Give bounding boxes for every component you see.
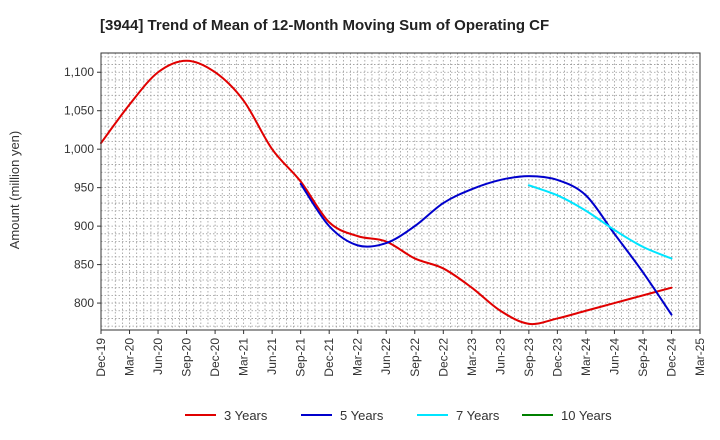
- x-tick-label: Dec-19: [94, 338, 108, 377]
- x-tick-label: Sep-21: [294, 338, 308, 377]
- x-tick-label: Mar-25: [693, 338, 707, 376]
- y-tick-label: 1,050: [64, 104, 94, 118]
- series-line-7-years: [527, 184, 673, 260]
- legend-label-3-years: 3 Years: [224, 408, 268, 423]
- series-line-3-years: [100, 59, 673, 326]
- x-tick-label: Dec-24: [664, 338, 678, 377]
- y-tick-label: 1,000: [64, 142, 94, 156]
- chart-title: [3944] Trend of Mean of 12-Month Moving …: [100, 17, 549, 34]
- x-tick-label: Mar-21: [237, 338, 251, 376]
- x-tick-label: Sep-24: [636, 338, 650, 377]
- x-tick-label: Mar-24: [579, 338, 593, 376]
- y-tick-label: 1,100: [64, 65, 94, 79]
- legend: 3 Years 5 Years 7 Years 10 Years: [185, 408, 612, 423]
- x-tick-label: Mar-22: [351, 338, 365, 376]
- x-tick-label: Sep-22: [408, 338, 422, 377]
- y-axis-ticks: 800 850 900 950 1,000 1,050 1,100: [64, 65, 101, 310]
- series-line-5-years: [299, 175, 673, 316]
- y-tick-label: 800: [74, 296, 94, 310]
- y-axis-label: Amount (million yen): [7, 131, 22, 250]
- y-tick-label: 900: [74, 219, 94, 233]
- y-tick-label: 850: [74, 258, 94, 272]
- x-tick-label: Jun-21: [265, 338, 279, 375]
- x-tick-label: Dec-21: [322, 338, 336, 377]
- x-tick-label: Mar-20: [123, 338, 137, 376]
- x-tick-label: Sep-20: [180, 338, 194, 377]
- x-tick-label: Dec-22: [436, 338, 450, 377]
- grid: [100, 53, 700, 330]
- legend-label-10-years: 10 Years: [561, 408, 612, 423]
- x-tick-label: Jun-24: [607, 338, 621, 375]
- x-tick-label: Sep-23: [522, 338, 536, 377]
- series-lines: [100, 59, 673, 326]
- legend-label-7-years: 7 Years: [456, 408, 500, 423]
- x-tick-label: Dec-20: [208, 338, 222, 377]
- x-tick-label: Jun-20: [151, 338, 165, 375]
- x-tick-label: Jun-23: [493, 338, 507, 375]
- x-tick-label: Jun-22: [379, 338, 393, 375]
- plot-area-frame: [100, 52, 701, 331]
- legend-label-5-years: 5 Years: [340, 408, 384, 423]
- x-axis-ticks: Dec-19 Mar-20 Jun-20 Sep-20 Dec-20 Mar-21 Jun-…: [94, 330, 707, 377]
- y-tick-label: 950: [74, 181, 94, 195]
- x-tick-label: Dec-23: [550, 338, 564, 377]
- x-tick-label: Mar-23: [465, 338, 479, 376]
